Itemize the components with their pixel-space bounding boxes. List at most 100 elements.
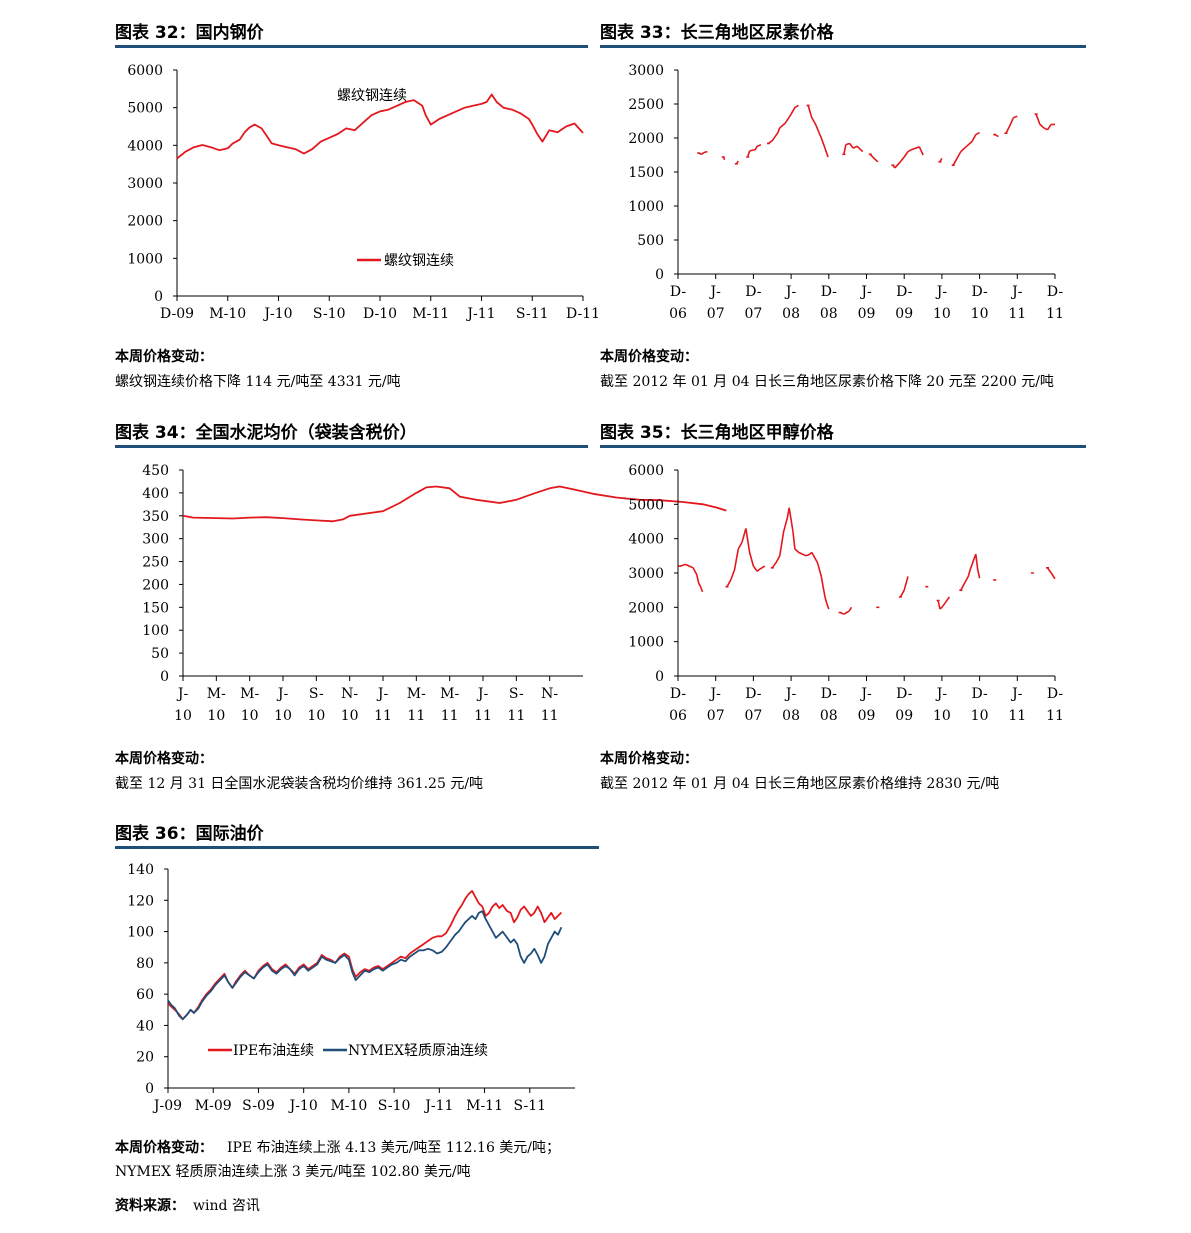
- title-rule: [115, 45, 588, 48]
- title-rule: [600, 445, 1086, 448]
- y-tick-label: 400: [142, 486, 169, 502]
- x-tick-label: J-10: [262, 306, 292, 322]
- chart-title: 螺纹钢连续: [337, 87, 407, 104]
- note-text: IPE 布油连续上涨 4.13 美元/吨至 112.16 美元/吨；: [227, 1140, 561, 1156]
- x-tick-label: D-10: [363, 306, 397, 322]
- note-label: 本周价格变动：: [115, 1140, 213, 1156]
- x-tick-label: N-10: [341, 686, 359, 724]
- y-tick-label: 2000: [628, 131, 664, 147]
- y-tick-label: 1000: [628, 199, 664, 215]
- y-tick-label: 1500: [628, 165, 664, 181]
- note-text-2: NYMEX 轻质原油连续上涨 3 美元/吨至 102.80 美元/吨: [115, 1164, 471, 1180]
- panel-cement: 图表 34：全国水泥均价（袋装含税价） 0 50 100 150 200 250 300 35…: [115, 418, 727, 792]
- note-text: 截至 2012 年 01 月 04 日长三角地区尿素价格维持 2830 元/吨: [600, 776, 1000, 792]
- y-tick-label: 4000: [127, 138, 163, 154]
- x-tick-label: M-10: [240, 686, 259, 724]
- legend-label: NYMEX轻质原油连续: [348, 1042, 488, 1059]
- x-tick-label: M-10: [330, 1098, 367, 1114]
- panel-title: 图表 33：长三角地区尿素价格: [600, 23, 834, 43]
- chart-oil: 0 20 40 60 80 100 120 140 J-09 M-09 S-09 J-10 M-10 S-…: [127, 862, 575, 1114]
- x-tick-label: D-11: [566, 306, 600, 322]
- note-label: 本周价格变动：: [600, 751, 698, 767]
- panel-methanol: 图表 35：长三角地区甲醇价格 0 1000 2000 3000 4000 5000 600…: [600, 418, 1086, 792]
- y-tick-label: 50: [151, 646, 169, 662]
- x-tick-label: D-07: [744, 284, 762, 322]
- x-tick-label: J-10: [933, 686, 951, 724]
- panel-urea: 图表 33：长三角地区尿素价格 0 500 1000 1500 2000 2500 3000…: [600, 18, 1086, 390]
- y-tick-label: 5000: [127, 101, 163, 117]
- x-tick-label: J-11: [474, 686, 492, 724]
- y-tick-label: 0: [145, 1081, 154, 1097]
- y-tick-label: 140: [127, 862, 154, 878]
- y-tick-label: 20: [136, 1050, 154, 1066]
- chart-urea: 0 500 1000 1500 2000 2500 3000 D-06 J-07 D-07 J-08…: [628, 63, 1064, 322]
- x-tick-label: J-07: [707, 284, 725, 322]
- y-tick-label: 250: [142, 555, 169, 571]
- legend-label: 螺纹钢连续: [384, 252, 454, 269]
- x-tick-label: M-11: [466, 1098, 503, 1114]
- x-tick-label: M-09: [195, 1098, 232, 1114]
- y-tick-label: 100: [142, 623, 169, 639]
- x-tick-label: D-07: [744, 686, 762, 724]
- x-tick-label: S-10: [313, 306, 346, 322]
- y-tick-label: 300: [142, 532, 169, 548]
- x-tick-label: D-06: [669, 284, 687, 322]
- panel-title: 图表 36：国际油价: [115, 824, 264, 844]
- x-tick-label: D-09: [160, 306, 194, 322]
- x-tick-label: J-11: [374, 686, 392, 724]
- note-label: 本周价格变动：: [115, 751, 213, 767]
- x-tick-label: D-10: [971, 284, 989, 322]
- panel-steel: 图表 32：国内钢价 0 1000 2000 3000 4000 5000 6000 D-09…: [115, 18, 600, 390]
- series-line: [182, 485, 727, 523]
- panel-oil: 图表 36：国际油价 0 20 40 60 80 100 120 140 J-09 M-09 S-0…: [115, 819, 599, 1219]
- x-tick-label: J-10: [274, 686, 292, 724]
- y-tick-label: 40: [136, 1018, 154, 1034]
- y-tick-label: 0: [154, 289, 163, 305]
- x-tick-label: J-10: [933, 284, 951, 322]
- x-tick-label: J-10: [288, 1098, 318, 1114]
- y-tick-label: 0: [655, 267, 664, 283]
- y-tick-label: 6000: [628, 463, 664, 479]
- y-tick-label: 2000: [127, 214, 163, 230]
- x-tick-label: J-07: [707, 686, 725, 724]
- series-line: [176, 93, 584, 160]
- note-text: 截至 2012 年 01 月 04 日长三角地区尿素价格下降 20 元至 220…: [600, 374, 1054, 390]
- y-tick-label: 2000: [628, 600, 664, 616]
- panel-title: 图表 32：国内钢价: [115, 23, 264, 43]
- x-tick-label: J-11: [423, 1098, 453, 1114]
- x-tick-label: S-11: [513, 1098, 546, 1114]
- y-tick-label: 150: [142, 600, 169, 616]
- x-tick-label: M-11: [412, 306, 449, 322]
- title-rule: [600, 45, 1086, 48]
- note-label: 本周价格变动：: [115, 349, 213, 365]
- x-tick-label: S-10: [378, 1098, 411, 1114]
- y-tick-label: 6000: [127, 63, 163, 79]
- chart-steel: 0 1000 2000 3000 4000 5000 6000 D-09 M-10 J-10 S-1…: [127, 63, 600, 322]
- y-tick-label: 80: [136, 956, 154, 972]
- x-tick-label: J-08: [782, 686, 800, 724]
- x-tick-label: D-11: [1046, 686, 1064, 724]
- y-tick-label: 200: [142, 577, 169, 593]
- y-tick-label: 1000: [628, 635, 664, 651]
- chart-cement: 0 50 100 150 200 250 300 350 400 450 J-10 M-10 M-10 J…: [142, 463, 727, 724]
- legend: IPE布油连续 NYMEX轻质原油连续: [208, 1042, 488, 1059]
- x-tick-label: J-09: [152, 1098, 182, 1114]
- x-tick-label: D-11: [1046, 284, 1064, 322]
- title-rule: [115, 846, 599, 849]
- y-tick-label: 2500: [628, 97, 664, 113]
- x-tick-label: J-10: [174, 686, 192, 724]
- series-line: [167, 890, 563, 1021]
- y-tick-label: 3000: [628, 63, 664, 79]
- x-tick-label: D-09: [895, 686, 913, 724]
- series-line: [678, 507, 1056, 615]
- y-tick-label: 60: [136, 987, 154, 1003]
- y-tick-label: 450: [142, 463, 169, 479]
- y-tick-label: 1000: [127, 251, 163, 267]
- y-tick-label: 3000: [628, 566, 664, 582]
- x-tick-label: J-09: [858, 284, 876, 322]
- note-text: 截至 12 月 31 日全国水泥袋装含税均价维持 361.25 元/吨: [115, 776, 484, 792]
- x-tick-label: S-11: [516, 306, 549, 322]
- series-line: [697, 104, 1055, 169]
- source-label: 资料来源：: [115, 1198, 185, 1214]
- y-tick-label: 0: [160, 669, 169, 685]
